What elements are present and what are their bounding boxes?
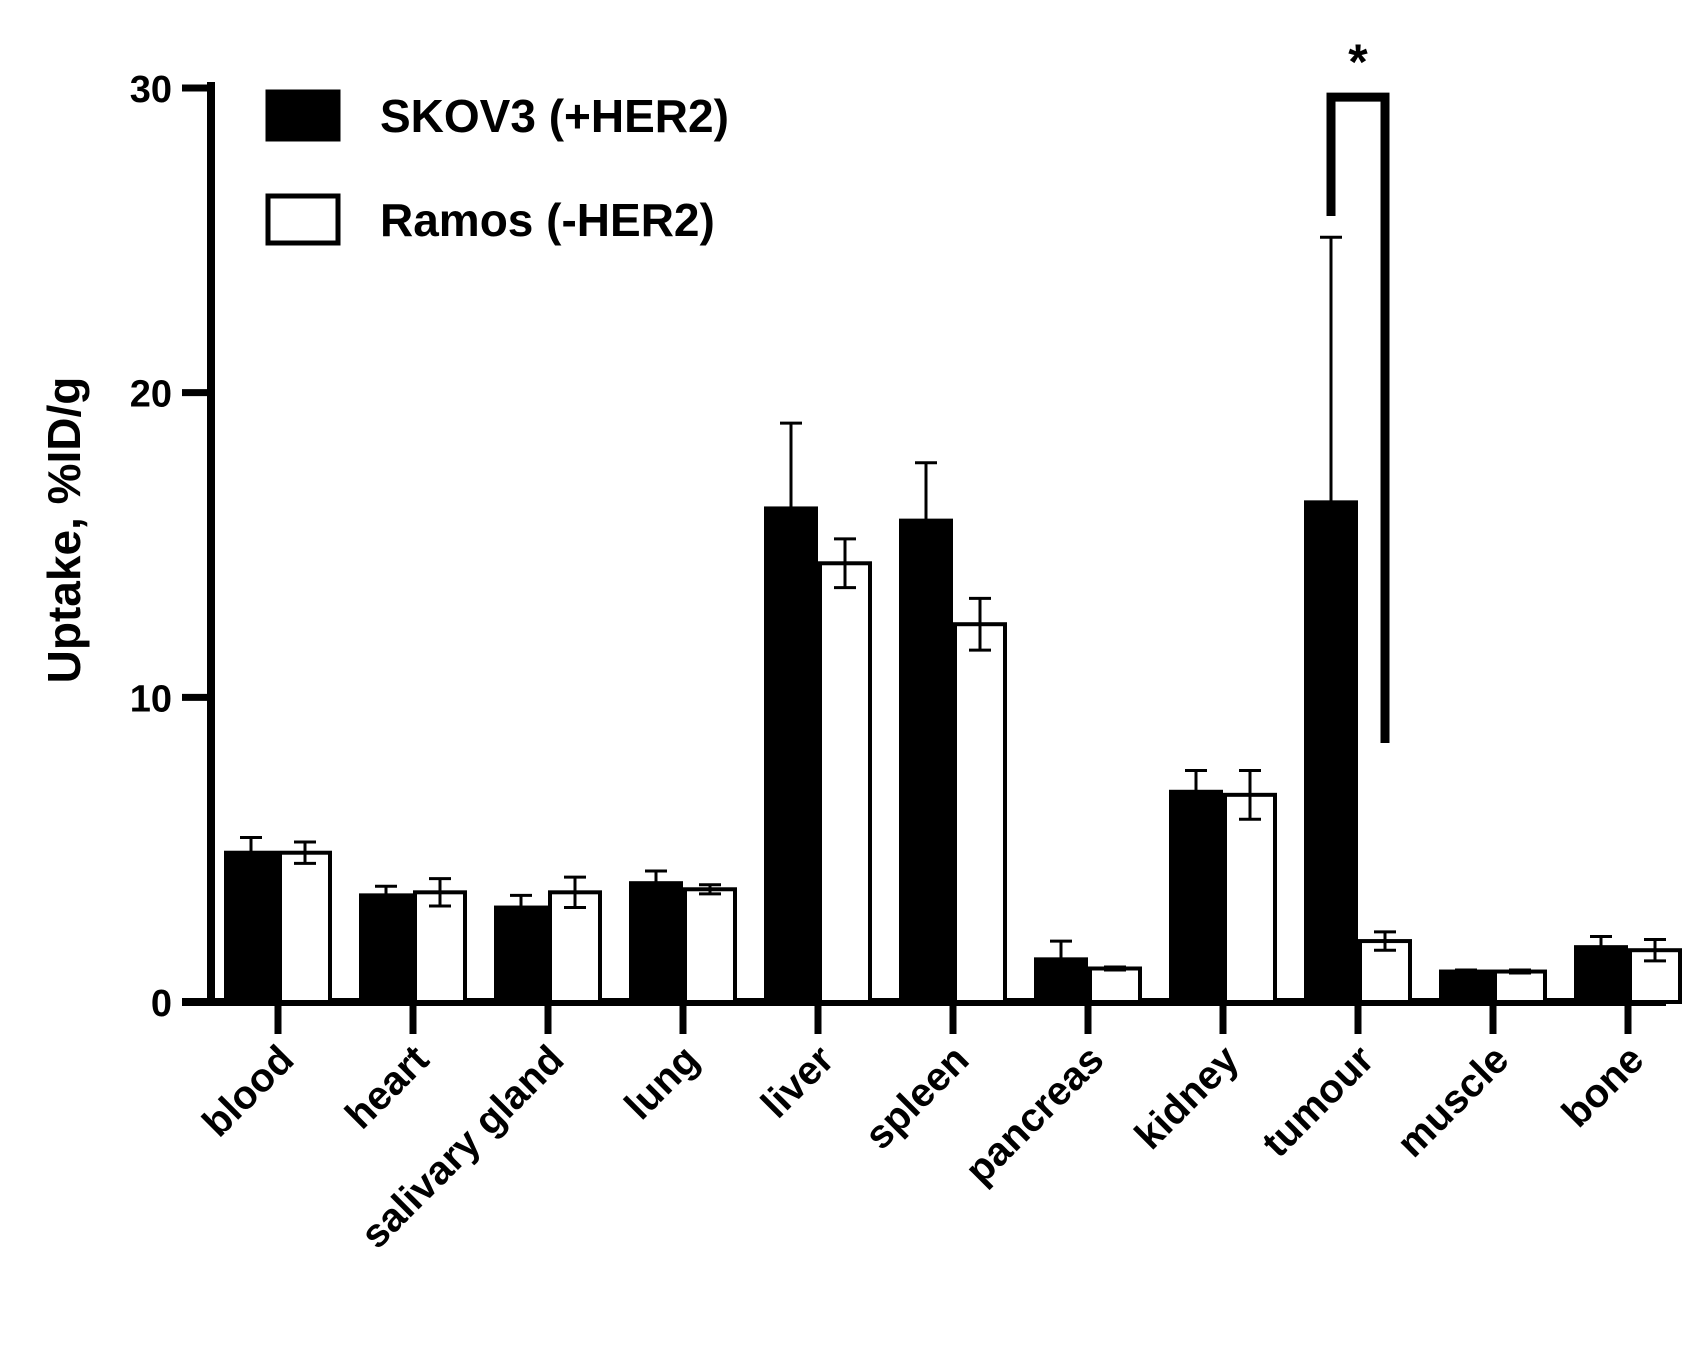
bar-skov3-kidney [1169, 789, 1223, 1005]
significance-annotations: * [1326, 34, 1390, 744]
bar-skov3-salivary-gland [494, 905, 548, 1005]
y-ticks: 0 10 20 30 [130, 69, 211, 1025]
bar-skov3-tumour [1304, 500, 1358, 1004]
bar-ramos-spleen [953, 622, 1007, 1004]
bar-ramos-liver [818, 561, 872, 1005]
x-tick-label-tumour: tumour [1254, 1037, 1383, 1166]
bar-ramos-heart [413, 890, 467, 1005]
bar-ramos-muscle [1493, 969, 1547, 1004]
legend-swatch-skov3 [265, 89, 341, 142]
y-axis-title: Uptake, %ID/g [38, 377, 90, 684]
y-tick-label-10: 10 [130, 678, 172, 720]
y-tick-label-0: 0 [151, 983, 172, 1025]
x-tick-label-muscle: muscle [1389, 1037, 1518, 1166]
significance-star: * [1348, 34, 1368, 90]
y-tick-label-20: 20 [130, 374, 172, 416]
bar-skov3-pancreas [1034, 957, 1088, 1005]
bar-ramos-lung [683, 887, 737, 1004]
bar-ramos-kidney [1223, 792, 1277, 1004]
x-tick-label-bone: bone [1554, 1037, 1653, 1136]
x-tick-label-pancreas: pancreas [957, 1037, 1112, 1192]
bar-ramos-pancreas [1088, 966, 1142, 1005]
bar-skov3-heart [359, 893, 413, 1004]
bar-skov3-spleen [899, 518, 953, 1004]
x-tick-label-lung: lung [617, 1037, 708, 1128]
x-tick-label-kidney: kidney [1127, 1037, 1248, 1158]
legend-label-ramos: Ramos (-HER2) [380, 194, 715, 246]
x-tick-label-spleen: spleen [857, 1037, 978, 1158]
bar-skov3-liver [764, 506, 818, 1004]
y-tick-label-30: 30 [130, 69, 172, 111]
significance-bracket [1326, 92, 1390, 744]
x-tick-label-liver: liver [753, 1037, 842, 1126]
bar-ramos-salivary-gland [548, 890, 602, 1005]
bar-skov3-bone [1574, 945, 1628, 1004]
bars [224, 500, 1682, 1005]
bar-skov3-blood [224, 850, 278, 1004]
legend-swatch-ramos [265, 193, 341, 246]
x-tick-label-heart: heart [337, 1037, 437, 1137]
bar-skov3-lung [629, 881, 683, 1004]
bar-skov3-muscle [1439, 969, 1493, 1004]
legend: SKOV3 (+HER2) Ramos (-HER2) [265, 89, 729, 246]
x-tick-label-blood: blood [194, 1037, 302, 1145]
error-bars [240, 235, 1666, 975]
bar-ramos-blood [278, 850, 332, 1004]
legend-label-skov3: SKOV3 (+HER2) [380, 90, 729, 142]
